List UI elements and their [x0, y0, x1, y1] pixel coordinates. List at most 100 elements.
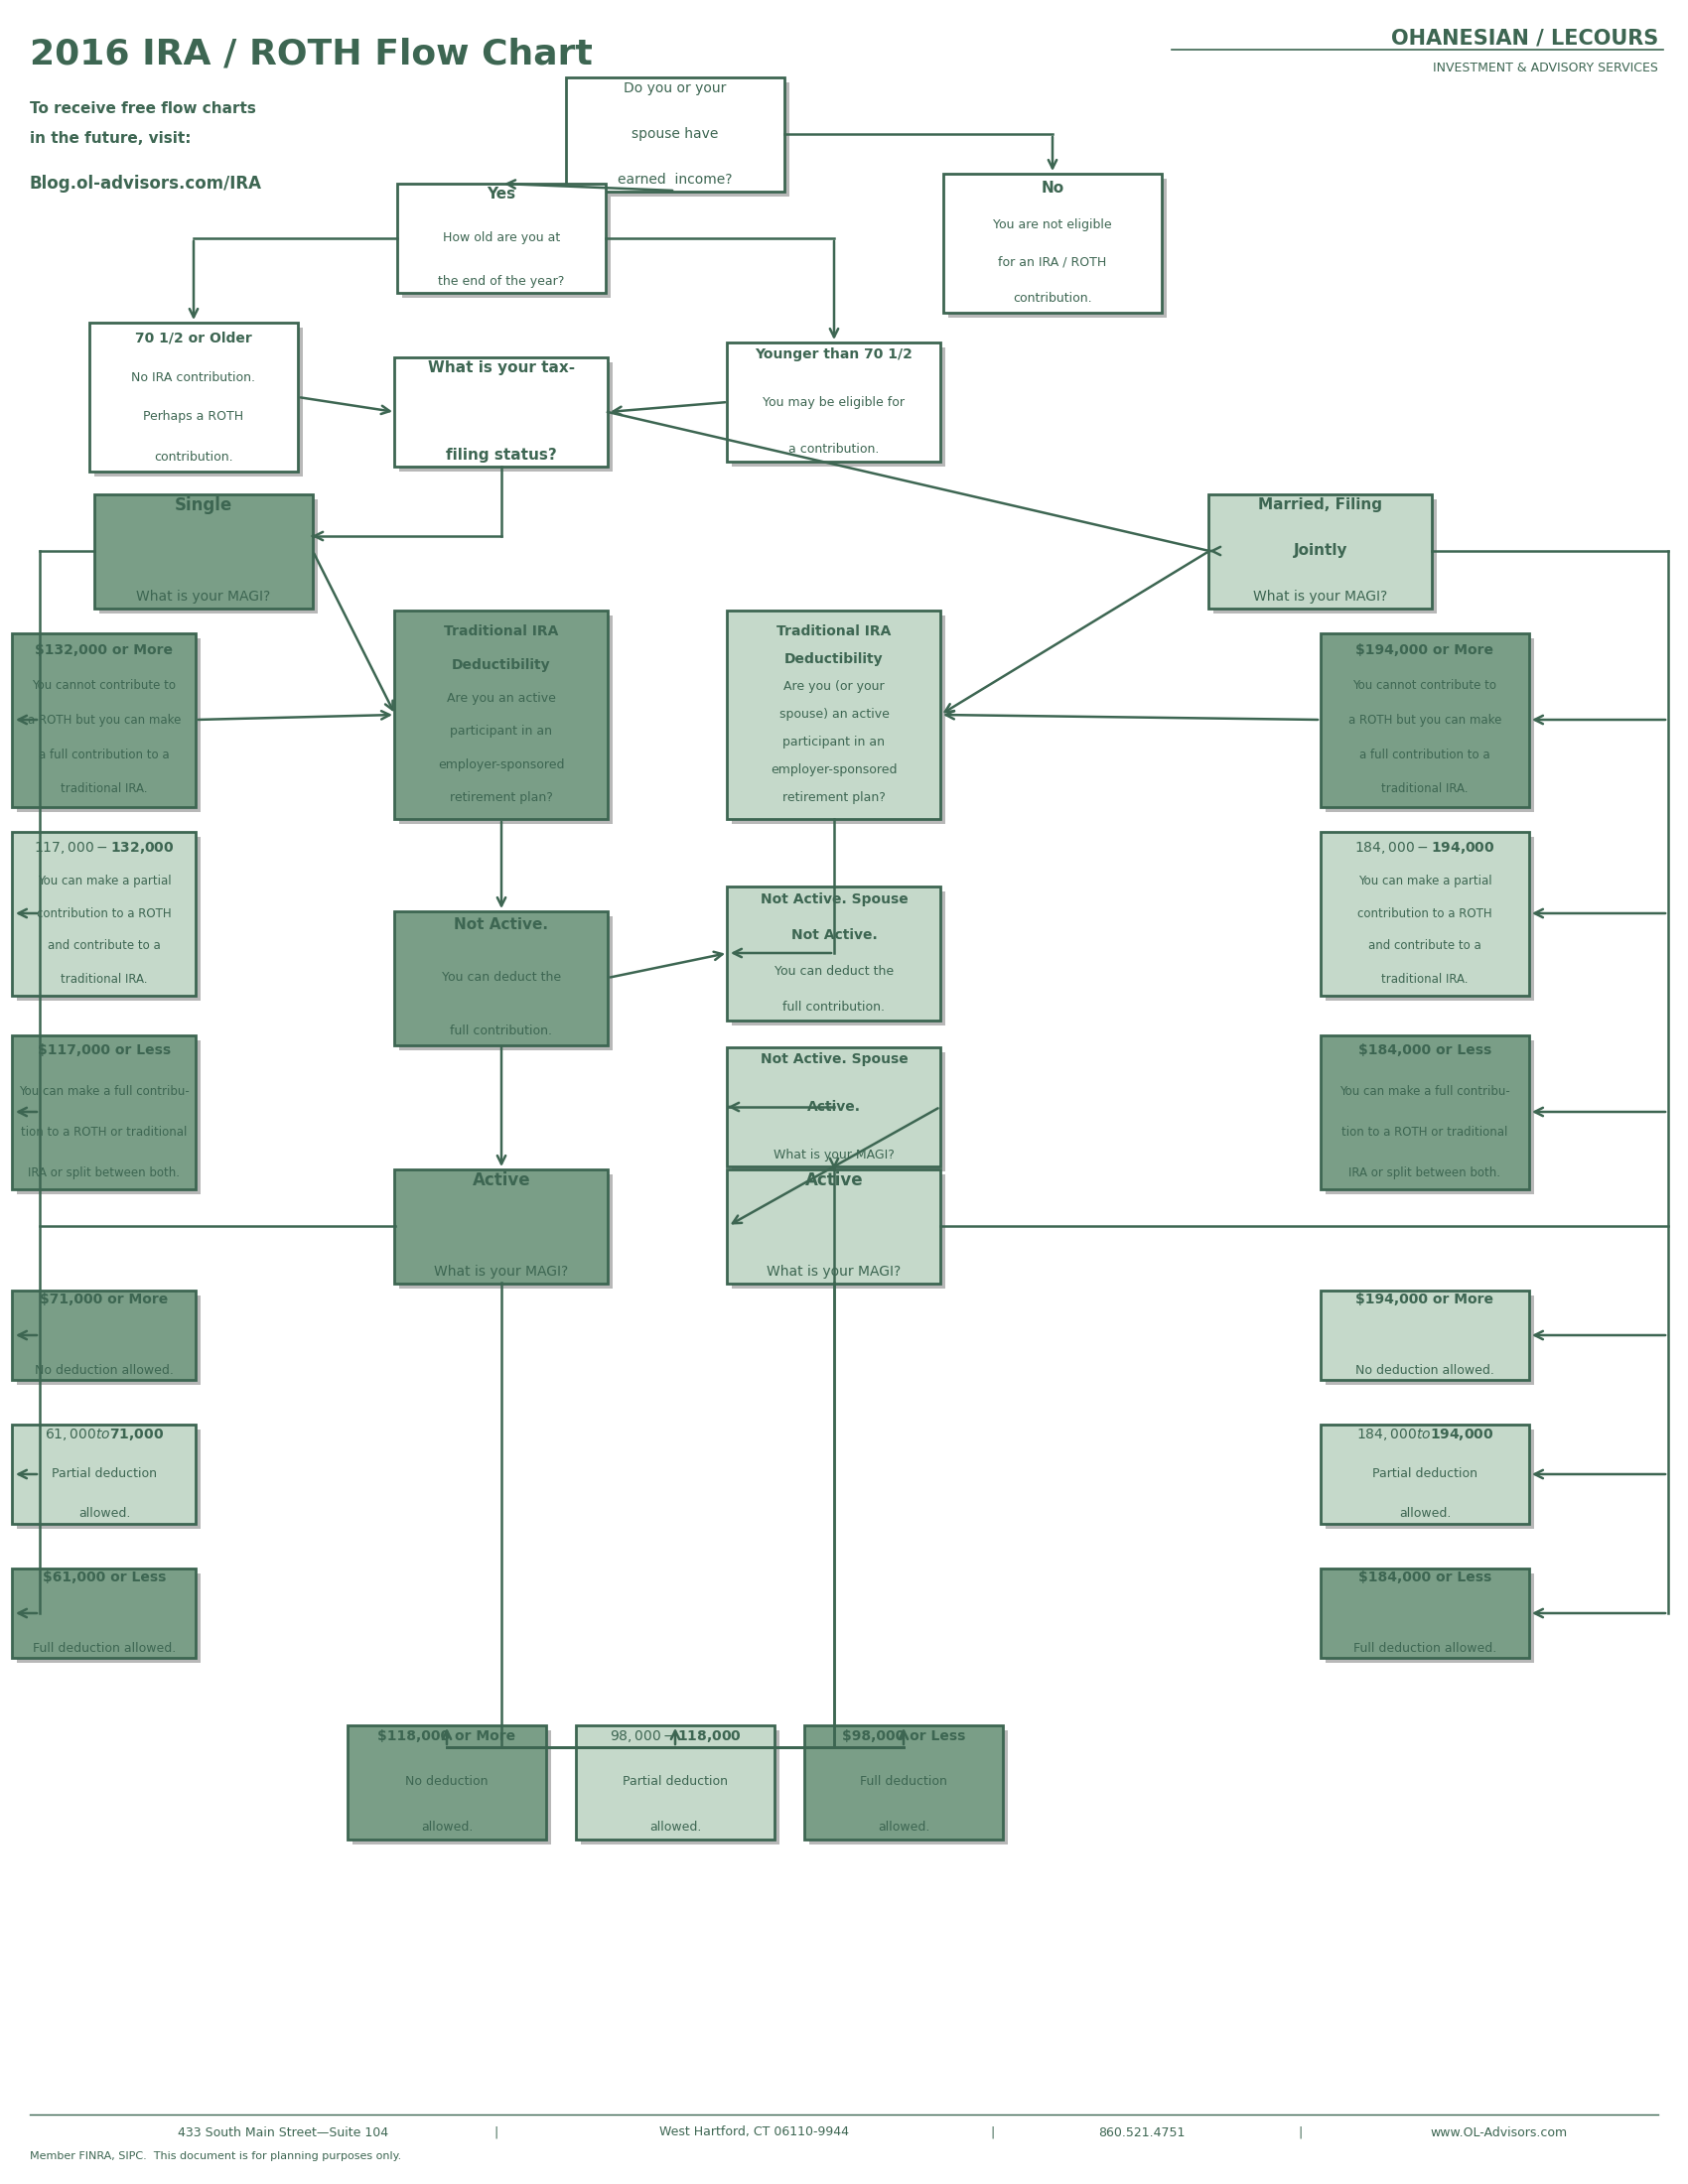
- FancyBboxPatch shape: [1325, 1572, 1534, 1662]
- Text: Active.: Active.: [807, 1101, 861, 1114]
- Text: traditional IRA.: traditional IRA.: [61, 782, 149, 795]
- Text: earned  income?: earned income?: [618, 173, 733, 186]
- Text: OHANESIAN / LECOURS: OHANESIAN / LECOURS: [1391, 28, 1658, 48]
- FancyBboxPatch shape: [1325, 638, 1534, 812]
- FancyBboxPatch shape: [733, 347, 945, 467]
- FancyBboxPatch shape: [400, 915, 613, 1051]
- Text: Full deduction allowed.: Full deduction allowed.: [1354, 1642, 1497, 1655]
- FancyBboxPatch shape: [1320, 1291, 1529, 1380]
- Text: contribution to a ROTH: contribution to a ROTH: [1357, 906, 1492, 919]
- Text: and contribute to a: and contribute to a: [47, 939, 160, 952]
- FancyBboxPatch shape: [17, 1040, 201, 1195]
- Text: Not Active. Spouse: Not Active. Spouse: [760, 893, 908, 906]
- Text: allowed.: allowed.: [1399, 1507, 1452, 1520]
- Text: Single: Single: [174, 496, 233, 513]
- FancyBboxPatch shape: [1320, 1035, 1529, 1188]
- Text: No IRA contribution.: No IRA contribution.: [132, 371, 255, 384]
- Text: tion to a ROTH or traditional: tion to a ROTH or traditional: [22, 1127, 187, 1138]
- Text: employer-sponsored: employer-sponsored: [439, 758, 565, 771]
- Text: $117,000 - $132,000: $117,000 - $132,000: [34, 841, 174, 856]
- FancyBboxPatch shape: [402, 188, 611, 297]
- Text: Not Active.: Not Active.: [792, 928, 878, 941]
- Text: Yes: Yes: [486, 188, 517, 203]
- Text: |: |: [991, 2125, 994, 2138]
- FancyBboxPatch shape: [100, 498, 317, 614]
- Text: $98,000 or Less: $98,000 or Less: [842, 1730, 966, 1743]
- FancyBboxPatch shape: [576, 1725, 775, 1839]
- Text: 433 South Main Street—Suite 104: 433 South Main Street—Suite 104: [177, 2125, 388, 2138]
- Text: a full contribution to a: a full contribution to a: [1359, 747, 1491, 760]
- FancyBboxPatch shape: [581, 1730, 780, 1843]
- Text: a ROTH but you can make: a ROTH but you can make: [1349, 714, 1502, 725]
- Text: $184,000 - $194,000: $184,000 - $194,000: [1354, 841, 1496, 856]
- Text: You can make a partial: You can make a partial: [1359, 874, 1492, 887]
- Text: Deductibility: Deductibility: [452, 657, 550, 673]
- Text: traditional IRA.: traditional IRA.: [61, 972, 149, 985]
- FancyBboxPatch shape: [12, 633, 196, 806]
- Text: full contribution.: full contribution.: [783, 1000, 885, 1013]
- FancyBboxPatch shape: [353, 1730, 550, 1843]
- Text: To receive free flow charts: To receive free flow charts: [30, 103, 257, 116]
- Text: $184,000 to $194,000: $184,000 to $194,000: [1355, 1426, 1494, 1441]
- FancyBboxPatch shape: [95, 494, 312, 607]
- Text: What is your MAGI?: What is your MAGI?: [137, 590, 270, 603]
- FancyBboxPatch shape: [17, 1295, 201, 1385]
- FancyBboxPatch shape: [12, 832, 196, 996]
- Text: Active: Active: [805, 1171, 863, 1190]
- Text: You can deduct the: You can deduct the: [442, 972, 560, 985]
- Text: What is your MAGI?: What is your MAGI?: [1254, 590, 1388, 603]
- Text: Do you or your: Do you or your: [625, 81, 726, 96]
- Text: No: No: [1041, 181, 1063, 194]
- Text: $194,000 or More: $194,000 or More: [1355, 644, 1494, 657]
- Text: 860.521.4751: 860.521.4751: [1099, 2125, 1185, 2138]
- Text: traditional IRA.: traditional IRA.: [1381, 972, 1469, 985]
- Text: a full contribution to a: a full contribution to a: [39, 747, 169, 760]
- Text: You can make a partial: You can make a partial: [37, 874, 170, 887]
- FancyBboxPatch shape: [1325, 1295, 1534, 1385]
- Text: a contribution.: a contribution.: [788, 443, 879, 456]
- Text: What is your MAGI?: What is your MAGI?: [773, 1149, 895, 1162]
- Text: |: |: [495, 2125, 498, 2138]
- Text: $118,000 or More: $118,000 or More: [378, 1730, 517, 1743]
- Text: 70 1/2 or Older: 70 1/2 or Older: [135, 330, 252, 345]
- FancyBboxPatch shape: [733, 1175, 945, 1289]
- Text: www.OL-Advisors.com: www.OL-Advisors.com: [1431, 2125, 1568, 2138]
- FancyBboxPatch shape: [17, 638, 201, 812]
- FancyBboxPatch shape: [12, 1291, 196, 1380]
- Text: $184,000 or Less: $184,000 or Less: [1359, 1570, 1492, 1583]
- Text: $71,000 or More: $71,000 or More: [41, 1293, 169, 1306]
- Text: Perhaps a ROTH: Perhaps a ROTH: [143, 411, 243, 424]
- Text: $117,000 or Less: $117,000 or Less: [37, 1044, 170, 1057]
- FancyBboxPatch shape: [400, 616, 613, 823]
- Text: and contribute to a: and contribute to a: [1369, 939, 1482, 952]
- Text: West Hartford, CT 06110-9944: West Hartford, CT 06110-9944: [660, 2125, 849, 2138]
- Text: retirement plan?: retirement plan?: [451, 793, 554, 804]
- Text: $194,000 or More: $194,000 or More: [1355, 1293, 1494, 1306]
- Text: What is your MAGI?: What is your MAGI?: [434, 1265, 569, 1278]
- Text: a ROTH but you can make: a ROTH but you can make: [27, 714, 181, 725]
- Text: You can deduct the: You can deduct the: [775, 965, 893, 978]
- Text: 2016 IRA / ROTH Flow Chart: 2016 IRA / ROTH Flow Chart: [30, 37, 592, 72]
- Text: contribution to a ROTH: contribution to a ROTH: [37, 906, 172, 919]
- FancyBboxPatch shape: [1325, 1040, 1534, 1195]
- Text: allowed.: allowed.: [78, 1507, 130, 1520]
- FancyBboxPatch shape: [728, 343, 940, 461]
- Text: You cannot contribute to: You cannot contribute to: [32, 679, 176, 692]
- FancyBboxPatch shape: [12, 1568, 196, 1658]
- Text: Partial deduction: Partial deduction: [623, 1776, 728, 1789]
- Text: allowed.: allowed.: [878, 1821, 930, 1835]
- FancyBboxPatch shape: [12, 1424, 196, 1524]
- Text: contribution.: contribution.: [154, 450, 233, 463]
- FancyBboxPatch shape: [571, 81, 790, 197]
- FancyBboxPatch shape: [348, 1725, 547, 1839]
- FancyBboxPatch shape: [803, 1725, 1003, 1839]
- FancyBboxPatch shape: [733, 891, 945, 1024]
- Text: Not Active. Spouse: Not Active. Spouse: [760, 1053, 908, 1066]
- Text: for an IRA / ROTH: for an IRA / ROTH: [998, 256, 1107, 269]
- Text: You can make a full contribu-: You can make a full contribu-: [19, 1085, 189, 1099]
- FancyBboxPatch shape: [1325, 836, 1534, 1000]
- Text: No deduction allowed.: No deduction allowed.: [1355, 1365, 1494, 1378]
- Text: IRA or split between both.: IRA or split between both.: [1349, 1166, 1501, 1179]
- FancyBboxPatch shape: [12, 1035, 196, 1188]
- Text: retirement plan?: retirement plan?: [783, 793, 886, 804]
